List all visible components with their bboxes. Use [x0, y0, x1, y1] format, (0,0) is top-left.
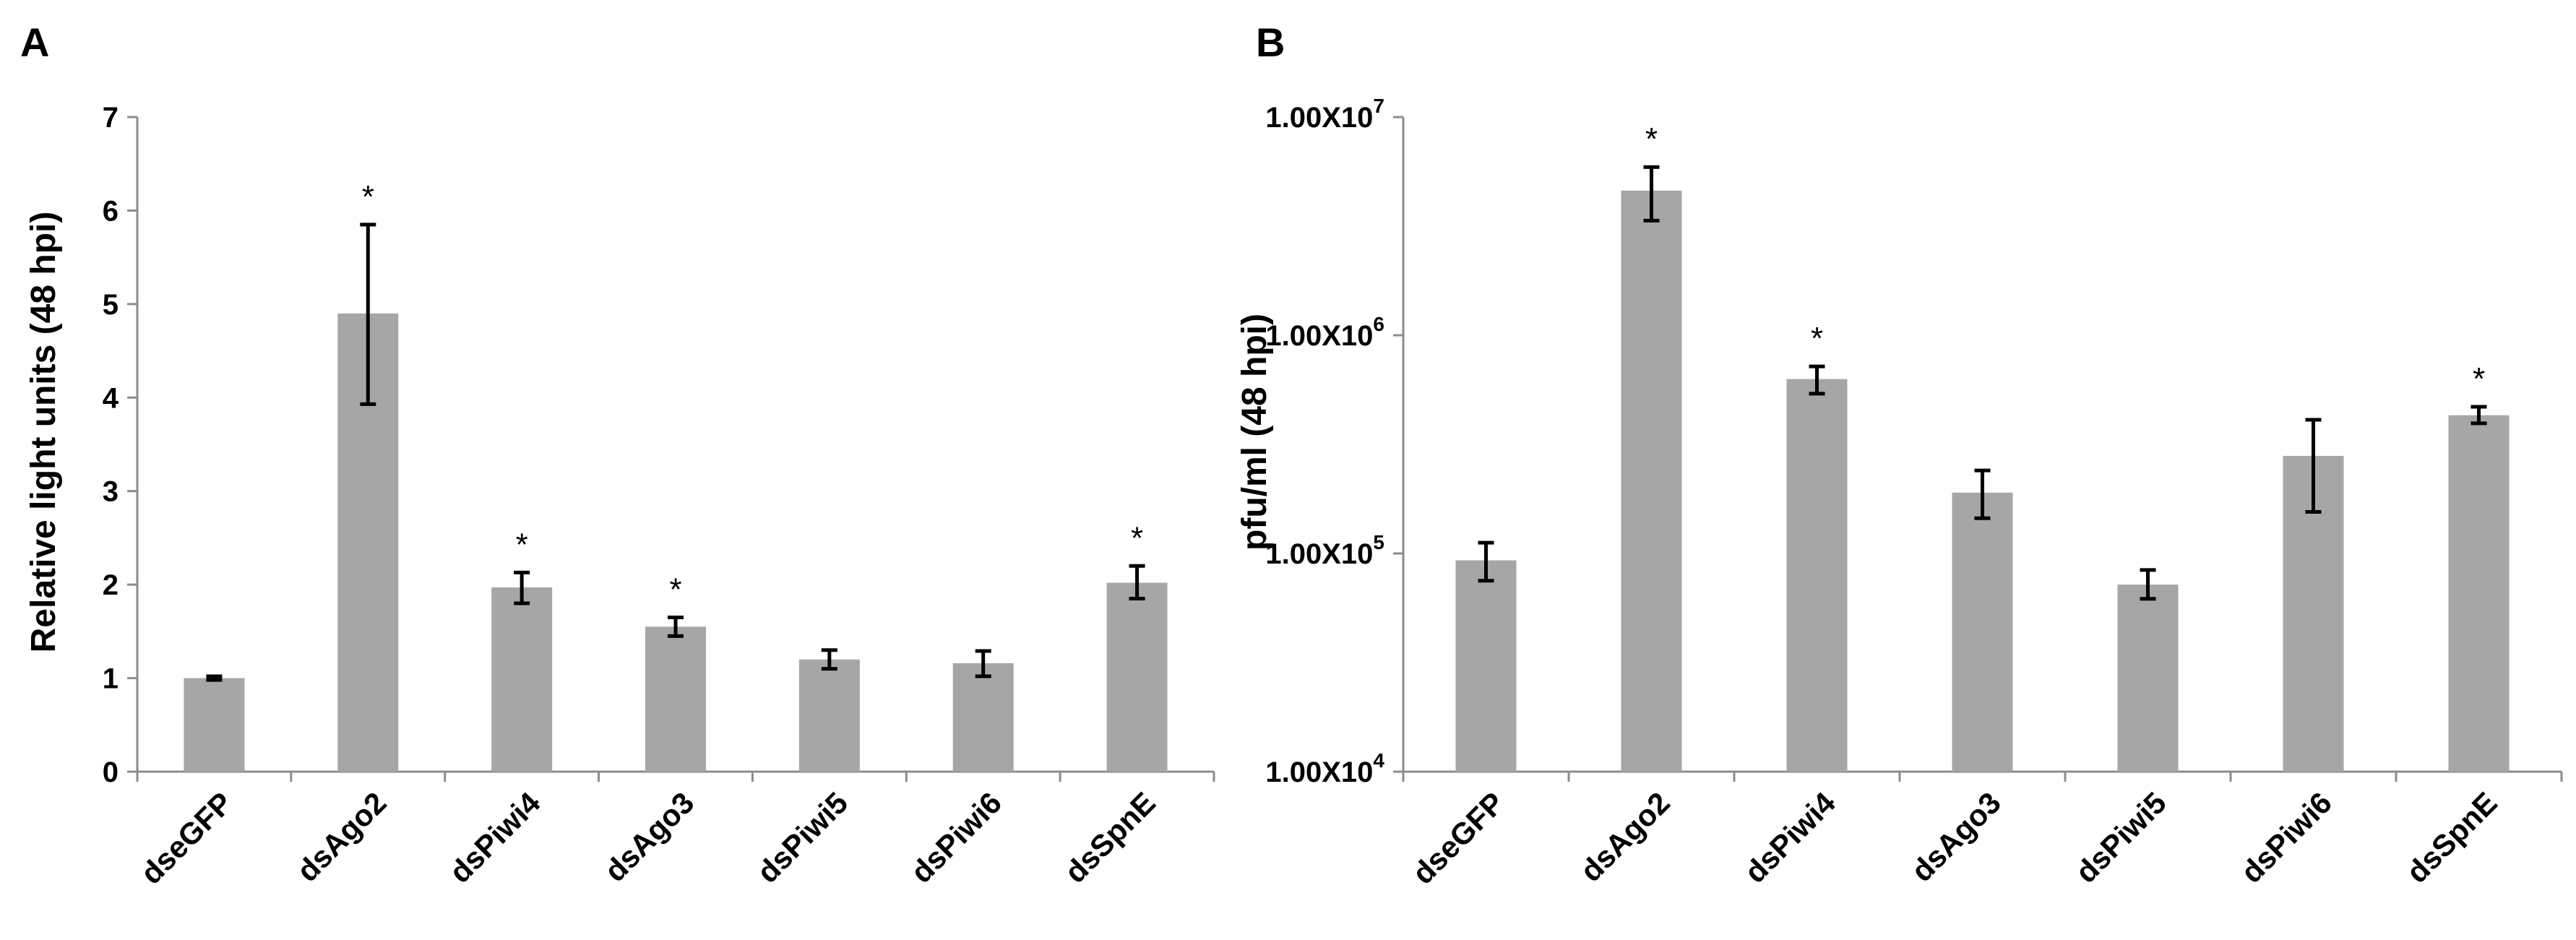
panel-b-y-tick-label: 1.00X106	[1265, 313, 1384, 352]
panel-b-y-tick-label: 1.00X105	[1265, 531, 1384, 570]
panel-a-label: A	[20, 20, 49, 65]
panel-b-y-tick-base: 1.00X10	[1265, 538, 1373, 570]
panel-a-y-axis-title: Relative light units (48 hpi)	[25, 212, 63, 653]
panel-a-bar	[1106, 582, 1168, 772]
panel-a-category-label: dsPiwi4	[443, 785, 547, 889]
panel-a-category-label: dsAgo2	[290, 785, 393, 888]
panel-a-significance-marker: *	[1131, 520, 1143, 556]
panel-a-significance-marker: *	[669, 572, 681, 607]
panel-a-category-label: dsAgo3	[598, 785, 700, 888]
panel-b-bar	[1786, 379, 1848, 772]
panel-a-bar	[952, 663, 1014, 772]
panel-b-bar	[1952, 492, 2013, 772]
panel-a-category-label: dsPiwi5	[750, 785, 854, 889]
panel-a-bar	[491, 587, 553, 772]
panel-b-y-tick-base: 1.00X10	[1265, 756, 1373, 788]
panel-a-y-tick-label: 2	[103, 569, 119, 601]
panel-b-label: B	[1256, 20, 1285, 65]
panel-b-category-label: dseGFP	[1405, 785, 1510, 890]
panel-b-y-tick-base: 1.00X10	[1265, 320, 1373, 352]
panel-a-category-label: dsSpnE	[1058, 785, 1162, 889]
panel-a-y-tick-label: 1	[103, 663, 119, 695]
panel-b-category-label: dsSpnE	[2400, 785, 2504, 889]
panel-b-y-tick-label: 1.00X107	[1265, 95, 1384, 134]
panel-b-y-tick-exponent: 7	[1373, 95, 1384, 117]
panel-b-category-label: dsPiwi4	[1738, 785, 1842, 889]
panel-b-y-tick-exponent: 6	[1373, 313, 1384, 335]
panel-b-category-label: dsPiwi5	[2069, 785, 2173, 889]
panel-a-y-tick-label: 5	[103, 289, 119, 321]
panel-a-y-tick-label: 0	[103, 756, 119, 788]
panel-b-bar	[1621, 190, 1682, 772]
panel-a-category-label: dseGFP	[134, 785, 238, 890]
panel-a-y-tick-label: 6	[103, 195, 119, 227]
panel-a-significance-marker: *	[362, 179, 374, 215]
panel-b-y-tick-exponent: 4	[1373, 749, 1384, 772]
panel-b-bar	[1455, 560, 1517, 772]
panel-b-significance-marker: *	[1811, 321, 1823, 356]
panel-b-category-label: dsAgo2	[1574, 785, 1676, 888]
panel-a-y-tick-label: 3	[103, 476, 119, 508]
panel-a-bar	[184, 678, 245, 772]
panel-b-bar	[2448, 415, 2510, 772]
panel-b-category-label: dsAgo3	[1905, 785, 2007, 888]
panel-a-y-tick-label: 4	[103, 382, 119, 414]
panel-b-significance-marker: *	[2473, 361, 2485, 397]
panel-a-bar	[645, 626, 706, 772]
panel-a-significance-marker: *	[516, 527, 528, 562]
panel-b-y-axis-title: pfu/ml (48 hpi)	[1236, 314, 1274, 551]
panel-a-y-tick-label: 7	[103, 102, 119, 134]
panel-b-y-tick-label: 1.00X104	[1265, 749, 1384, 788]
panel-b-y-tick-base: 1.00X10	[1265, 102, 1373, 134]
panel-a-bar	[798, 659, 860, 772]
panel-b-y-tick-exponent: 5	[1373, 531, 1384, 553]
panel-b-significance-marker: *	[1645, 121, 1658, 157]
panel-b-category-label: dsPiwi6	[2234, 785, 2338, 889]
panel-a-category-label: dsPiwi6	[904, 785, 1008, 889]
panel-b-bar	[2117, 585, 2179, 772]
panel-a-chart: A Relative light units (48 hpi) 0 1 2 3 4 5 6 7…	[20, 20, 1215, 891]
panel-b-chart: B pfu/ml (48 hpi) 1.00X1041.00X1051.00X1…	[1236, 20, 2563, 891]
